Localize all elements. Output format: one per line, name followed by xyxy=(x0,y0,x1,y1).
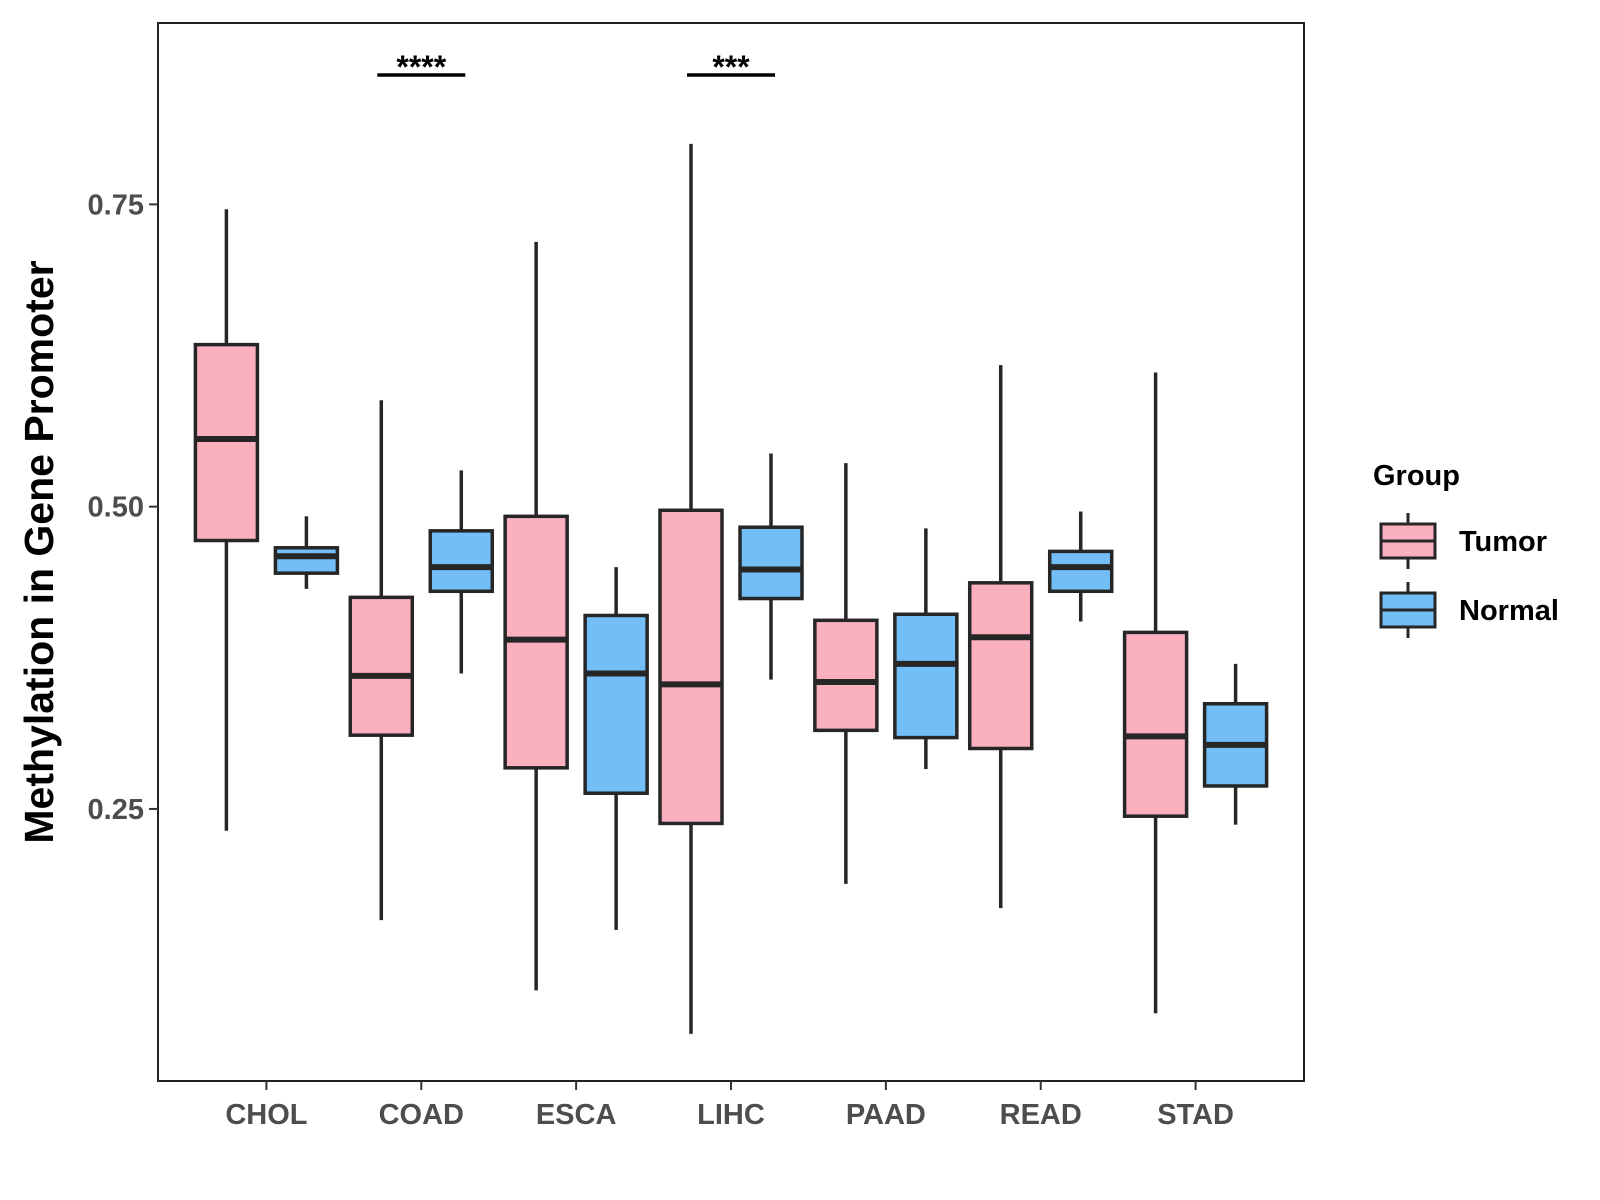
box-tumor-chol xyxy=(193,209,260,831)
box-body xyxy=(1047,549,1114,594)
x-tick-label: CHOL xyxy=(225,1099,307,1131)
box-body xyxy=(428,529,495,594)
box-tumor-lihc xyxy=(658,143,724,1034)
box-normal-read xyxy=(1047,511,1114,622)
legend-title: Group xyxy=(1373,460,1460,492)
box-tumor-read xyxy=(967,365,1034,909)
x-axis: CHOL COAD ESCA LIHC PAAD READ STAD xyxy=(225,1081,1234,1131)
y-tick-label: 0.75 xyxy=(88,189,144,221)
box-normal-esca xyxy=(583,567,649,930)
box-body xyxy=(967,581,1034,751)
box-body xyxy=(738,525,804,601)
box-normal-coad xyxy=(428,470,495,674)
y-tick-label: 0.25 xyxy=(88,794,144,826)
box-tumor-paad xyxy=(813,463,879,884)
box-tumor-coad xyxy=(348,400,415,921)
legend-item-normal: Normal xyxy=(1379,582,1559,638)
x-tick-label: READ xyxy=(1000,1099,1082,1131)
plot-area xyxy=(193,143,1269,1034)
box-body xyxy=(658,508,724,826)
x-tick-label: LIHC xyxy=(697,1099,765,1131)
box-body xyxy=(893,612,959,740)
legend-label: Normal xyxy=(1459,595,1559,627)
box-tumor-esca xyxy=(503,241,569,991)
box-body xyxy=(193,342,260,543)
box-body xyxy=(813,618,879,733)
box-body xyxy=(1122,630,1189,818)
x-tick-label: COAD xyxy=(379,1099,464,1131)
box-normal-chol xyxy=(273,516,340,589)
significance-label-coad: **** xyxy=(396,49,446,85)
box-normal-paad xyxy=(893,528,959,770)
legend-label: Tumor xyxy=(1459,526,1547,558)
box-body xyxy=(348,595,415,737)
box-body xyxy=(583,613,649,795)
box-tumor-stad xyxy=(1122,372,1189,1014)
x-tick-label: PAAD xyxy=(846,1099,926,1131)
y-tick-label: 0.50 xyxy=(88,492,144,524)
significance-label-lihc: *** xyxy=(712,49,750,85)
y-axis: 0.25 0.50 0.75 xyxy=(88,189,158,826)
box-normal-lihc xyxy=(738,453,804,680)
series-tumor xyxy=(193,143,1189,1034)
box-body xyxy=(273,546,340,575)
y-axis-label: Methylation in Gene Promoter xyxy=(16,260,62,843)
x-tick-label: ESCA xyxy=(536,1099,617,1131)
box-normal-stad xyxy=(1202,663,1269,825)
legend: Group Tumor Normal xyxy=(1373,460,1559,638)
legend-item-tumor: Tumor xyxy=(1379,513,1547,569)
series-normal xyxy=(273,453,1269,930)
significance-annotations: **** *** xyxy=(377,49,775,85)
x-tick-label: STAD xyxy=(1157,1099,1234,1131)
